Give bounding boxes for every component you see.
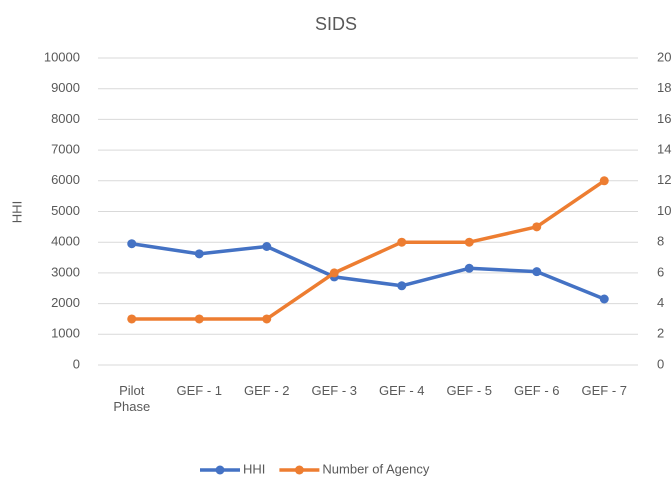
y-tick-label: 6000 (51, 172, 80, 187)
x-tick-label: GEF - 4 (378, 383, 425, 398)
y-tick-label: 8000 (51, 111, 80, 126)
y-tick-label: 1000 (51, 326, 80, 341)
series-line (131, 242, 605, 301)
y2-tick-label: 18 (657, 80, 671, 95)
y2-tick-label: 16 (657, 111, 671, 126)
x-tick-label: Pilot Phase (113, 383, 151, 414)
series-marker (599, 176, 609, 186)
series-marker (262, 241, 272, 251)
y-tick-label: 5000 (51, 203, 80, 218)
x-tick-label: GEF - 6 (513, 383, 560, 398)
y-tick-label: 10000 (44, 49, 80, 64)
x-tick-label: GEF - 7 (581, 383, 627, 398)
y-axis-label: HHI (9, 201, 24, 223)
series-marker (532, 267, 542, 277)
y-tick-label: 9000 (51, 80, 80, 95)
series-marker (532, 222, 542, 232)
y2-tick-label: 14 (657, 142, 671, 157)
series-marker (194, 249, 204, 259)
chart-title: SIDS (315, 14, 357, 34)
x-tick-label: GEF - 3 (311, 383, 357, 398)
y2-tick-label: 10 (657, 203, 671, 218)
x-tick-label: GEF - 5 (446, 383, 492, 398)
x-tick-label: GEF - 1 (176, 383, 222, 398)
y-tick-label: 4000 (51, 234, 80, 249)
series-marker (127, 239, 137, 249)
y-tick-label: 7000 (51, 142, 80, 157)
legend-label: HHI (243, 461, 265, 476)
series-marker (464, 263, 474, 273)
legend-marker (294, 465, 304, 475)
series-marker (599, 294, 609, 304)
y2-tick-label: 0 (657, 356, 664, 371)
y2-tick-label: 2 (657, 326, 664, 341)
y2-tick-label: 4 (657, 295, 664, 310)
series-marker (397, 281, 407, 291)
series-marker (127, 314, 137, 324)
series-marker (262, 314, 272, 324)
series-marker (464, 237, 474, 247)
y-tick-label: 2000 (51, 295, 80, 310)
legend-label: Number of Agency (322, 461, 429, 476)
y2-tick-label: 12 (657, 172, 671, 187)
y2-tick-label: 20 (657, 49, 671, 64)
series-marker (397, 237, 407, 247)
y-tick-label: 3000 (51, 264, 80, 279)
y-tick-label: 0 (73, 356, 80, 371)
y2-tick-label: 8 (657, 234, 664, 249)
y2-tick-label: 6 (657, 264, 664, 279)
series-line (131, 179, 606, 321)
legend-marker (215, 465, 225, 475)
series-marker (329, 268, 339, 278)
x-tick-label: GEF - 2 (243, 383, 290, 398)
series-marker (194, 314, 204, 324)
